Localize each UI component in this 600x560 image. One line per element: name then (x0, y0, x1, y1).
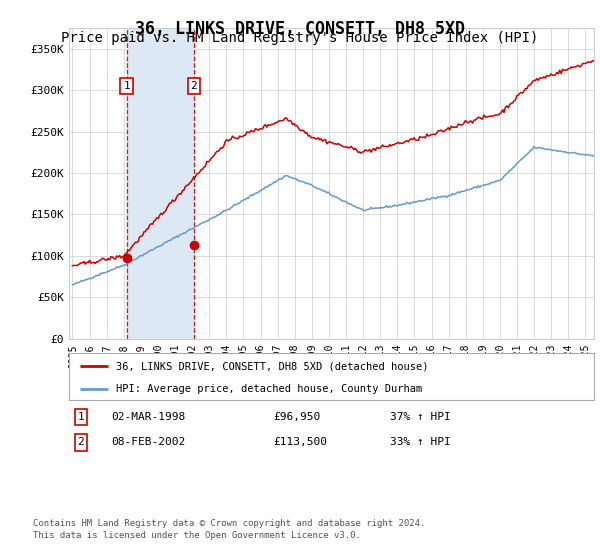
Text: HPI: Average price, detached house, County Durham: HPI: Average price, detached house, Coun… (116, 384, 422, 394)
Text: 1: 1 (77, 412, 85, 422)
Text: 2: 2 (77, 437, 85, 447)
Text: Contains HM Land Registry data © Crown copyright and database right 2024.: Contains HM Land Registry data © Crown c… (33, 519, 425, 528)
Text: 02-MAR-1998: 02-MAR-1998 (111, 412, 185, 422)
Text: £113,500: £113,500 (273, 437, 327, 447)
Bar (127, 28, 194, 339)
Text: 08-FEB-2002: 08-FEB-2002 (111, 437, 185, 447)
Text: 36, LINKS DRIVE, CONSETT, DH8 5XD (detached house): 36, LINKS DRIVE, CONSETT, DH8 5XD (detac… (116, 361, 429, 371)
Text: 1: 1 (123, 81, 130, 91)
Text: 37% ↑ HPI: 37% ↑ HPI (390, 412, 451, 422)
Text: £96,950: £96,950 (273, 412, 320, 422)
Text: This data is licensed under the Open Government Licence v3.0.: This data is licensed under the Open Gov… (33, 531, 361, 540)
Text: 33% ↑ HPI: 33% ↑ HPI (390, 437, 451, 447)
Text: Price paid vs. HM Land Registry's House Price Index (HPI): Price paid vs. HM Land Registry's House … (61, 31, 539, 45)
Text: 36, LINKS DRIVE, CONSETT, DH8 5XD: 36, LINKS DRIVE, CONSETT, DH8 5XD (135, 20, 465, 38)
Text: 2: 2 (190, 81, 197, 91)
